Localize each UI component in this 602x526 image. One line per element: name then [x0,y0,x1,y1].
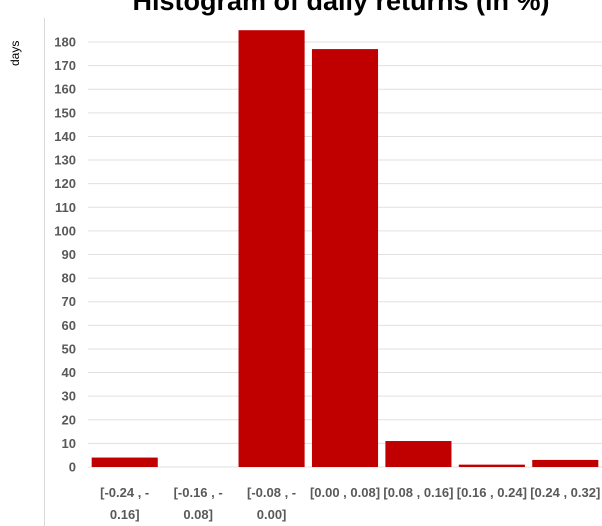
y-tick-label: 150 [54,105,76,120]
y-tick-label: 0 [69,460,76,475]
x-tick-label: [-0.24 , -0.16] [100,485,149,522]
x-tick-label: [0.08 , 0.16] [383,485,453,500]
chart-title: Histogram of daily returns (in %) [132,0,550,16]
x-tick-label: [0.24 , 0.32] [530,485,600,500]
y-tick-label: 120 [54,176,76,191]
y-tick-label: 80 [62,271,76,286]
bar [91,457,158,467]
y-tick-labels: 0 10 20 30 40 50 60 70 80 90 100 110 120 130 140 150 160… [54,35,76,475]
x-tick-label: [-0.16 , -0.08] [174,485,223,522]
y-tick-label: 40 [62,365,76,380]
y-tick-label: 180 [54,35,76,50]
bar [385,441,452,467]
y-tick-label: 170 [54,58,76,73]
y-tick-label: 70 [62,294,76,309]
y-tick-label: 20 [62,412,76,427]
y-tick-label: 100 [54,223,76,238]
x-tick-label: [0.00 , 0.08] [310,485,380,500]
chart-frame-line [44,18,45,526]
y-tick-label: 30 [62,389,76,404]
y-tick-label: 160 [54,82,76,97]
bar [311,49,379,467]
x-tick-label: [-0.08 , -0.00] [247,485,296,522]
x-tick-labels: [-0.24 , -0.16] [-0.16 , -0.08] [-0.08 , -… [100,485,600,522]
bar [532,459,599,467]
y-tick-label: 10 [62,436,76,451]
bar [458,464,525,467]
y-tick-label: 90 [62,247,76,262]
y-tick-label: 130 [54,153,76,168]
bars [91,30,599,467]
x-tick-label: [0.16 , 0.24] [457,485,527,500]
y-tick-label: 60 [62,318,76,333]
y-tick-label: 140 [54,129,76,144]
bar [238,30,305,467]
y-tick-label: 50 [62,341,76,356]
y-tick-label: 110 [55,200,76,215]
